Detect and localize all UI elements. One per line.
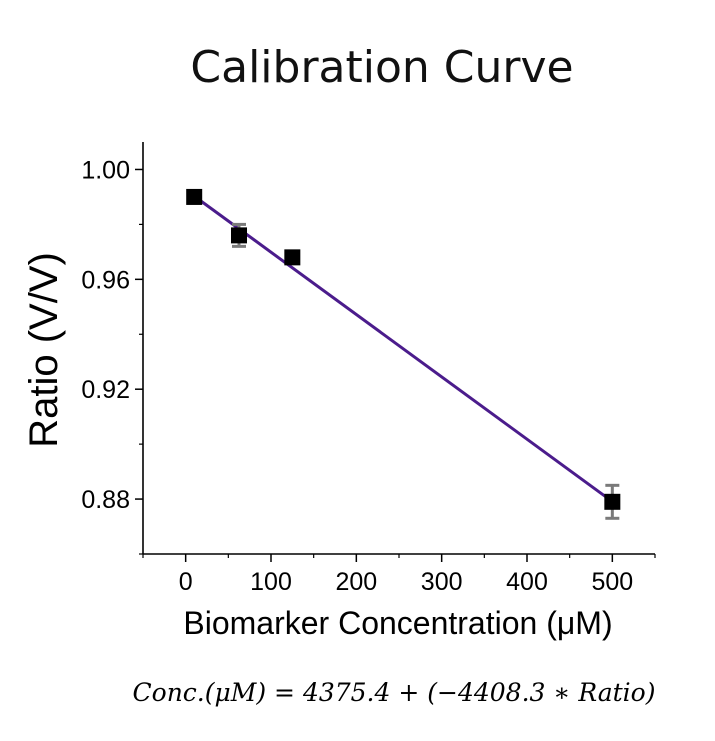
chart-title: Calibration Curve	[190, 42, 573, 93]
x-tick-label: 500	[591, 568, 633, 596]
regression-equation: Conc.(μM) = 4375.4 + (−4408.3 ∗ Ratio)	[133, 678, 656, 707]
axes: 0 100 200 300 400 500 0.88 0.92 0.96 1.00	[81, 142, 656, 596]
x-tick-label: 400	[506, 568, 548, 596]
fit-line-group	[193, 194, 614, 503]
x-tick-label: 300	[421, 568, 463, 596]
y-tick-label: 0.88	[81, 486, 130, 514]
x-tick-label: 0	[179, 568, 193, 596]
y-tick-label: 1.00	[81, 156, 130, 184]
y-axis-label: Ratio (V/V)	[22, 252, 66, 448]
y-tick-label: 0.96	[81, 266, 130, 294]
x-tick-label: 200	[335, 568, 377, 596]
data-points	[186, 188, 621, 520]
data-point	[284, 249, 301, 266]
x-tick-label: 100	[250, 568, 292, 596]
data-point	[186, 188, 203, 205]
y-tick-label: 0.92	[81, 376, 130, 404]
data-point	[604, 493, 621, 510]
data-point	[231, 227, 247, 244]
fit-line	[193, 194, 614, 503]
x-axis-label: Biomarker Concentration (μM)	[183, 605, 612, 641]
